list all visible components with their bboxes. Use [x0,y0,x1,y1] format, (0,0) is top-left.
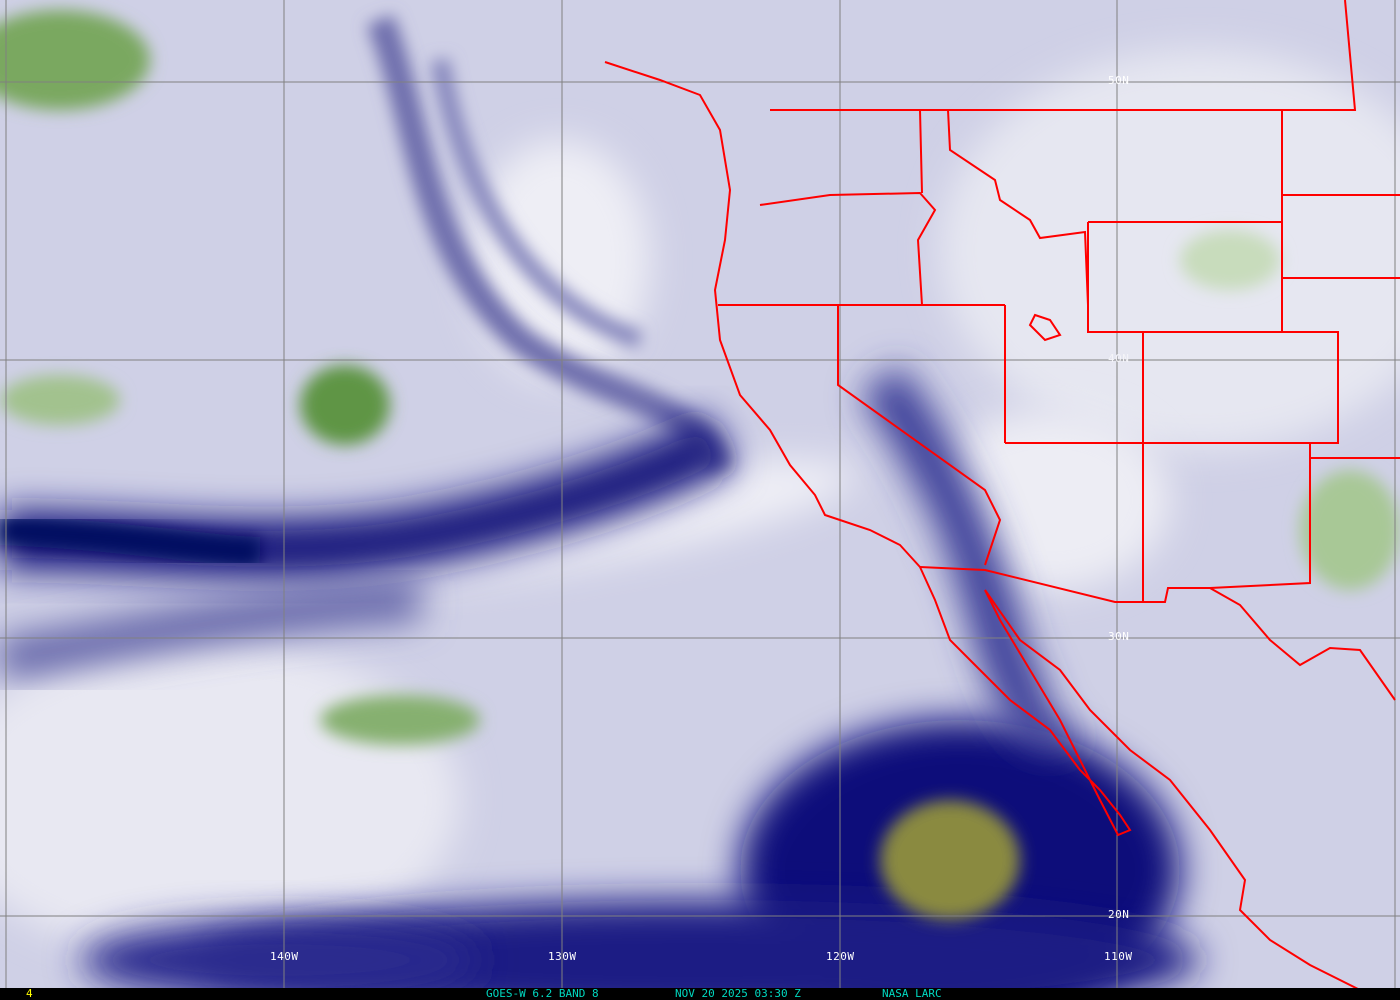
lat-label-30n: 30N [1108,630,1130,643]
arizona-new-mexico-border [1142,332,1400,602]
washington-oregon-border [759,191,937,306]
lat-label-20n: 20N [1108,908,1130,921]
datetime-label: NOV 20 2025 03:30 Z [675,987,801,1000]
frame-number: 4 [26,987,33,1000]
great-salt-lake [1028,313,1062,342]
lon-label-120w: 120W [826,950,855,963]
california-nevada-border [837,305,1002,566]
wyoming-montana-border [1281,110,1400,279]
west-coast-coastline [604,61,1132,837]
canada-us-border [770,0,1357,111]
us-mexico-border [919,566,1396,701]
source-label: NASA LARC [882,987,942,1000]
lat-label-40n: 40N [1108,352,1130,365]
mexico-mainland-coastline [984,589,1361,991]
lon-label-110w: 110W [1104,950,1133,963]
lat-label-50n: 50N [1108,74,1130,87]
lon-label-140w: 140W [270,950,299,963]
utah-border [1005,221,1339,444]
political-boundaries [604,0,1400,991]
idaho-border [919,109,1089,306]
lon-label-130w: 130W [548,950,577,963]
caption-bar: 4 GOES-W 6.2 BAND 8 NOV 20 2025 03:30 Z … [0,988,1400,1000]
product-label: GOES-W 6.2 BAND 8 [486,987,599,1000]
